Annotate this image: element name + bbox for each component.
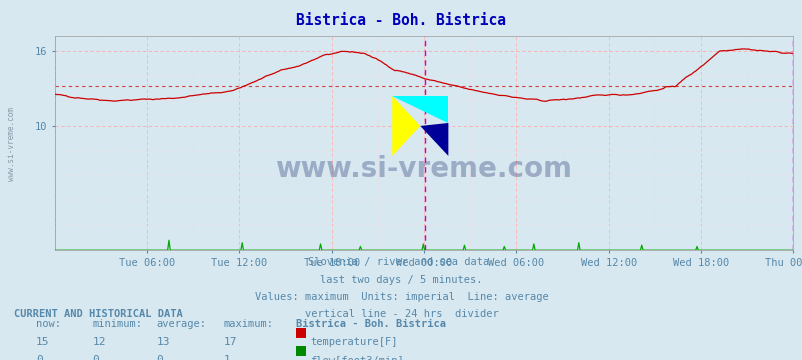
Text: Values: maximum  Units: imperial  Line: average: Values: maximum Units: imperial Line: av…	[254, 292, 548, 302]
Text: temperature[F]: temperature[F]	[310, 337, 397, 347]
Text: 13: 13	[156, 337, 170, 347]
Text: 17: 17	[223, 337, 237, 347]
Text: 0: 0	[36, 355, 43, 360]
Text: 0: 0	[92, 355, 99, 360]
Text: 15: 15	[36, 337, 50, 347]
Polygon shape	[419, 123, 448, 156]
Polygon shape	[391, 96, 448, 123]
Text: flow[foot3/min]: flow[foot3/min]	[310, 355, 403, 360]
Text: last two days / 5 minutes.: last two days / 5 minutes.	[320, 275, 482, 285]
Text: maximum:: maximum:	[223, 319, 273, 329]
Text: 1: 1	[223, 355, 229, 360]
Text: vertical line - 24 hrs  divider: vertical line - 24 hrs divider	[304, 309, 498, 319]
Text: 12: 12	[92, 337, 106, 347]
Text: average:: average:	[156, 319, 206, 329]
Text: Bistrica - Boh. Bistrica: Bistrica - Boh. Bistrica	[295, 319, 445, 329]
Text: now:: now:	[36, 319, 61, 329]
Text: www.si-vreme.com: www.si-vreme.com	[275, 155, 572, 183]
Text: 0: 0	[156, 355, 163, 360]
Text: Bistrica - Boh. Bistrica: Bistrica - Boh. Bistrica	[296, 13, 506, 28]
Text: www.si-vreme.com: www.si-vreme.com	[6, 107, 16, 181]
Text: CURRENT AND HISTORICAL DATA: CURRENT AND HISTORICAL DATA	[14, 309, 183, 319]
Text: Slovenia / river and sea data.: Slovenia / river and sea data.	[307, 257, 495, 267]
Text: minimum:: minimum:	[92, 319, 142, 329]
Polygon shape	[391, 96, 419, 156]
